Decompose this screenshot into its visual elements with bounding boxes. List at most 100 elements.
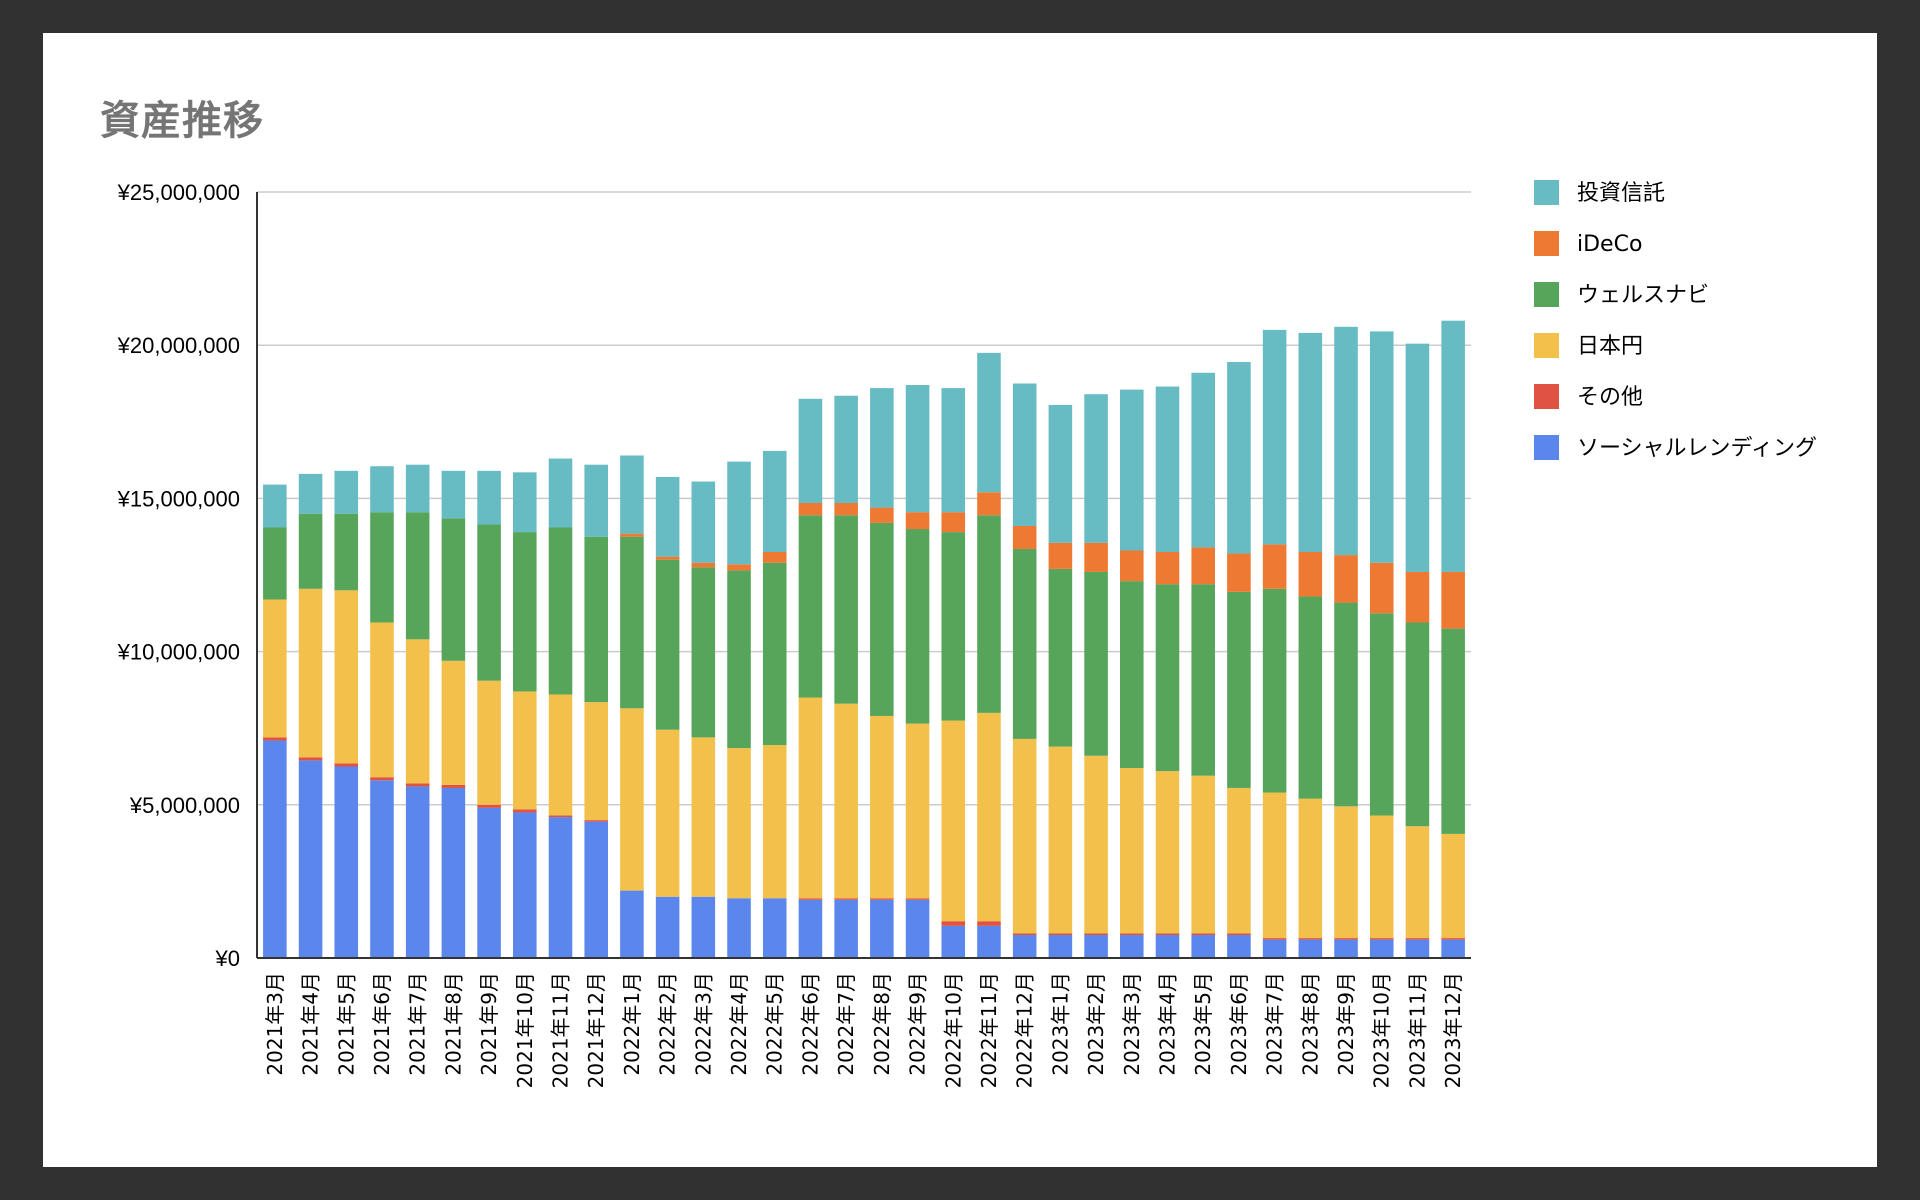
bar-segment — [1369, 613, 1394, 816]
x-tick-label: 2021年12月 — [584, 972, 608, 1088]
x-tick-label: 2023年5月 — [1191, 972, 1215, 1076]
bar-segment — [405, 783, 430, 787]
bar-segment — [548, 817, 573, 958]
x-tick-label: 2022年7月 — [834, 972, 858, 1076]
bar-segment — [298, 760, 323, 958]
bar-segment — [477, 524, 501, 681]
bar-segment — [691, 896, 716, 958]
x-tick-label: 2022年3月 — [691, 972, 715, 1076]
bar-segment — [1262, 938, 1287, 940]
bar-segment — [548, 527, 573, 695]
bar-segment — [441, 660, 466, 785]
bar-segment — [513, 812, 537, 958]
bar-segment — [441, 470, 466, 519]
bar-segment — [477, 807, 501, 958]
bar-segment — [1369, 939, 1394, 958]
bar-segment — [1048, 542, 1073, 569]
bar-segment — [441, 518, 466, 661]
bar-segment — [798, 697, 823, 899]
x-tick-label: 2022年1月 — [620, 972, 644, 1076]
x-tick-label: 2021年11月 — [549, 972, 573, 1088]
bar-segment — [655, 729, 680, 897]
bar-segment — [1120, 550, 1144, 582]
bar-segment — [584, 702, 608, 821]
bar-segment — [1191, 547, 1215, 585]
bar-segment — [1191, 775, 1215, 934]
bar-segment — [1441, 571, 1465, 629]
bar-segment — [370, 622, 394, 778]
legend-swatch — [1534, 384, 1559, 409]
bar-segment — [1369, 815, 1394, 939]
x-tick-label: 2021年8月 — [441, 972, 465, 1076]
bar-segment — [1298, 938, 1323, 940]
bar-segment — [620, 708, 644, 891]
legend-label: その他 — [1577, 385, 1643, 410]
bar-segment — [1191, 372, 1215, 548]
bar-segment — [1120, 389, 1144, 551]
bar-segment — [870, 522, 894, 716]
y-tick-label: ¥15,000,000 — [117, 486, 240, 511]
y-tick-label: ¥0 — [215, 946, 240, 971]
bar-segment — [477, 804, 501, 808]
legend-label: iDeCo — [1577, 232, 1642, 257]
bar-segment — [1012, 935, 1037, 958]
bar-segment — [941, 388, 966, 513]
bar-segment — [620, 455, 644, 534]
bar-segment — [584, 821, 608, 958]
bar-segment — [834, 899, 858, 958]
bar-segment — [691, 567, 716, 738]
bar-segment — [834, 515, 858, 704]
axes — [256, 192, 1471, 959]
bar-segment — [798, 899, 823, 958]
bar-segment — [1227, 591, 1251, 788]
bar-segment — [941, 925, 966, 958]
bar-segment — [1012, 548, 1037, 739]
gridlines — [257, 191, 1471, 806]
bar-segment — [513, 809, 537, 813]
bar-segment — [334, 590, 359, 764]
legend-label: 投資信託 — [1577, 181, 1665, 206]
bar-segment — [977, 515, 1001, 713]
bar-segment — [370, 512, 394, 623]
bar-segment — [298, 588, 323, 758]
bar-segment — [1048, 568, 1073, 747]
bar-segment — [1012, 525, 1037, 549]
bar-segment — [370, 777, 394, 781]
bar-segment — [1405, 826, 1430, 939]
bar-segment — [441, 784, 466, 788]
y-tick-label: ¥5,000,000 — [129, 793, 240, 818]
bar-segment — [905, 385, 930, 513]
x-tick-label: 2023年9月 — [1334, 972, 1358, 1076]
bar-segment — [834, 898, 858, 900]
bar-segment — [977, 712, 1001, 922]
x-tick-label: 2021年4月 — [299, 972, 323, 1076]
bar-segment — [1155, 552, 1180, 585]
bar-segment — [263, 737, 287, 741]
bar-segment — [1369, 562, 1394, 614]
bar-segment — [941, 921, 966, 926]
bar-segment — [905, 723, 930, 899]
x-tick-label: 2022年12月 — [1013, 972, 1037, 1088]
bar-segment — [977, 492, 1001, 516]
bar-segment — [1227, 935, 1251, 958]
bar-segment — [798, 502, 823, 516]
bar-segment — [1084, 933, 1108, 936]
bar-segment — [548, 458, 573, 528]
bar-segment — [905, 529, 930, 724]
bar-segment — [1262, 792, 1287, 939]
bar-segment — [1048, 935, 1073, 958]
x-tick-label: 2023年7月 — [1263, 972, 1287, 1076]
bar-segment — [334, 766, 359, 958]
bar-segment — [941, 532, 966, 721]
x-tick-label: 2021年6月 — [370, 972, 394, 1076]
bar-segment — [870, 507, 894, 523]
bar-segment — [977, 352, 1001, 493]
bar-segment — [298, 473, 323, 514]
bar-segment — [1441, 938, 1465, 940]
bar-segment — [1369, 938, 1394, 940]
bar-segment — [1120, 768, 1144, 934]
bar-segment — [762, 552, 787, 563]
y-tick-label: ¥20,000,000 — [117, 333, 240, 358]
bar-segment — [370, 780, 394, 958]
x-tick-label: 2022年6月 — [798, 972, 822, 1076]
